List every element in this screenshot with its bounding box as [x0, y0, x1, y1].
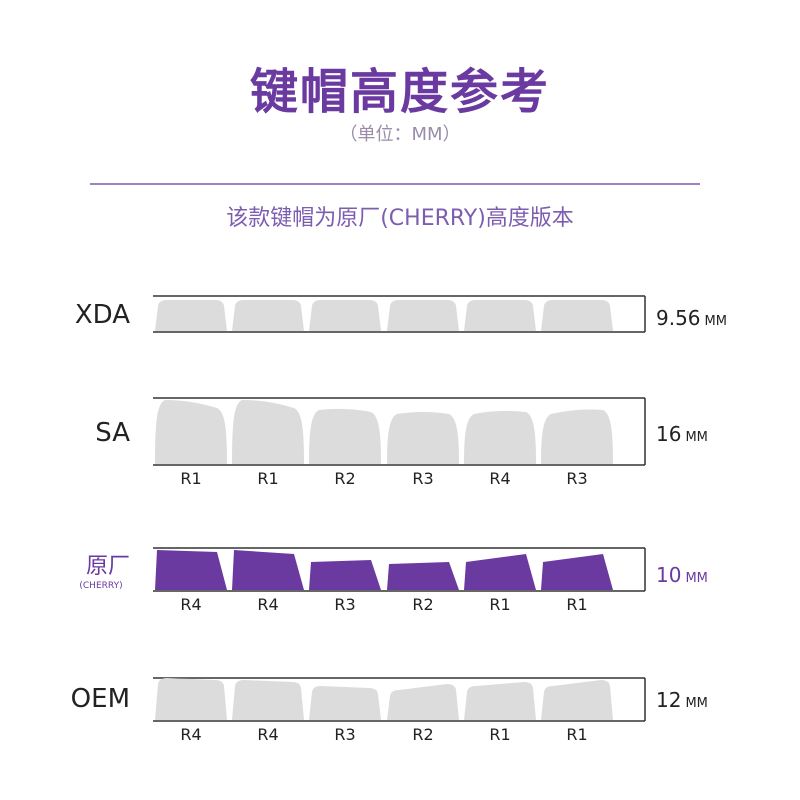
row-label: R4 — [257, 725, 278, 744]
row-label: R4 — [180, 595, 201, 614]
row-label: R4 — [489, 469, 510, 488]
keycap-xda-5 — [464, 300, 536, 331]
keycap-xda-6 — [541, 300, 613, 331]
row-label: R1 — [489, 595, 510, 614]
keycap-sa-2 — [232, 400, 304, 464]
subtitle: 该款键帽为原厂(CHERRY)高度版本 — [226, 206, 574, 231]
keycap-sa-6 — [541, 409, 613, 464]
profile-sub-cherry: (CHERRY) — [79, 581, 123, 591]
profile-name-xda: XDA — [74, 300, 130, 330]
keycap-oem-1 — [155, 678, 227, 720]
row-label: R1 — [257, 469, 278, 488]
row-label: R1 — [180, 469, 201, 488]
divider — [90, 183, 700, 185]
keycap-sa-4 — [387, 412, 459, 464]
keycap-cherry-5 — [464, 554, 536, 590]
keycap-oem-4 — [387, 684, 459, 720]
row-label: R4 — [257, 595, 278, 614]
height-label-oem: 12 MM — [656, 688, 708, 712]
keycap-xda-3 — [309, 300, 381, 331]
height-label-sa: 16 MM — [656, 422, 708, 446]
keycap-sa-3 — [309, 408, 381, 464]
profile-row-xda — [153, 295, 646, 333]
profile-row-cherry: R4 R4 R3 R2 R1 R1 — [153, 547, 646, 614]
keycap-oem-6 — [541, 680, 613, 720]
row-label: R2 — [334, 469, 355, 488]
profile-row-oem: R4 R4 R3 R2 R1 R1 — [153, 677, 646, 744]
profile-name-oem: OEM — [70, 684, 130, 714]
profile-row-sa: R1 R1 R2 R3 R4 R3 — [153, 397, 646, 488]
keycap-xda-1 — [155, 300, 227, 331]
keycap-oem-2 — [232, 680, 304, 720]
keycap-xda-4 — [387, 300, 459, 331]
keycap-cherry-1 — [155, 550, 227, 590]
keycap-xda-2 — [232, 300, 304, 331]
height-label-cherry: 10 MM — [656, 563, 708, 587]
row-label: R3 — [334, 725, 355, 744]
keycap-cherry-6 — [541, 554, 613, 590]
keycap-oem-5 — [464, 682, 536, 720]
row-label: R1 — [566, 595, 587, 614]
row-label: R3 — [566, 469, 587, 488]
row-label: R1 — [566, 725, 587, 744]
row-label: R3 — [334, 595, 355, 614]
row-label: R1 — [489, 725, 510, 744]
keycap-oem-3 — [309, 686, 381, 720]
row-label: R3 — [412, 469, 433, 488]
height-label-xda: 9.56 MM — [656, 306, 727, 330]
row-label: R2 — [412, 595, 433, 614]
unit-note: （单位：MM） — [339, 124, 461, 145]
page-title: 键帽高度参考 — [249, 64, 550, 120]
keycap-cherry-3 — [309, 560, 381, 590]
profile-name-cherry: 原厂 — [85, 554, 130, 579]
keycap-cherry-4 — [387, 562, 459, 590]
row-label: R4 — [180, 725, 201, 744]
profile-name-sa: SA — [95, 418, 130, 448]
keycap-sa-5 — [464, 410, 536, 464]
row-label: R2 — [412, 725, 433, 744]
keycap-cherry-2 — [232, 550, 304, 590]
keycap-sa-1 — [155, 400, 227, 464]
